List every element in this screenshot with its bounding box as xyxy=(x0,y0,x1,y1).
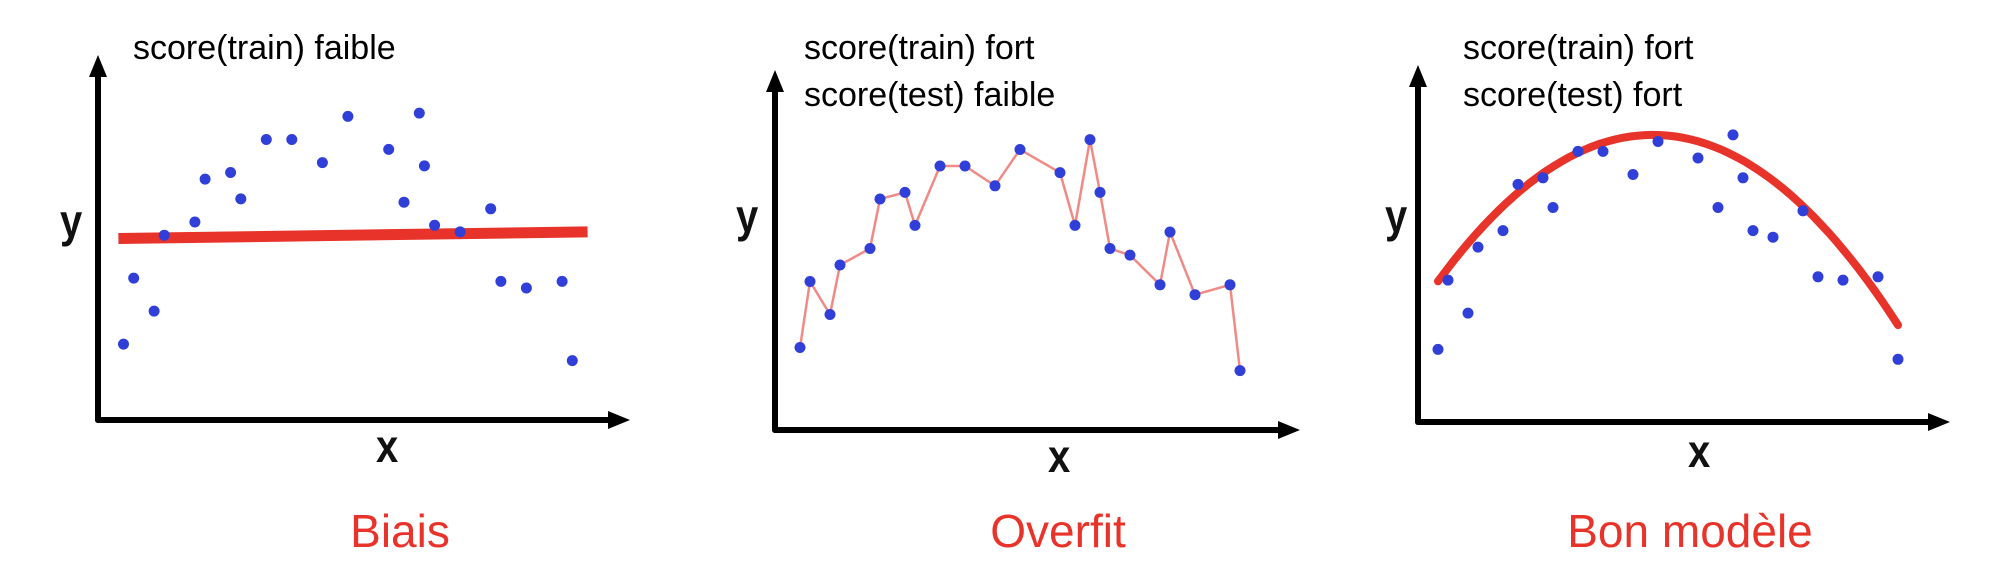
data-point xyxy=(1164,226,1176,238)
panel-overfit: score(train) fort score(test) faible y x… xyxy=(660,0,1320,572)
data-point xyxy=(286,134,298,145)
panel-biais: score(train) faible y x Biais xyxy=(0,0,660,572)
data-point xyxy=(148,305,160,317)
data-point xyxy=(934,160,946,172)
data-point xyxy=(1104,243,1116,254)
data-point xyxy=(1797,205,1809,217)
data-point xyxy=(1014,144,1026,155)
data-point xyxy=(342,110,354,122)
data-point xyxy=(804,276,816,287)
data-point xyxy=(1767,231,1779,243)
data-point xyxy=(1537,172,1549,184)
model-fit-line xyxy=(798,139,1242,371)
data-point xyxy=(520,282,532,294)
x-axis-arrow xyxy=(1278,421,1300,439)
data-point xyxy=(1224,279,1236,291)
data-point xyxy=(1512,178,1524,190)
data-point xyxy=(959,160,971,172)
data-point xyxy=(225,167,237,178)
y-axis-arrow xyxy=(766,70,784,92)
data-point xyxy=(824,309,836,320)
y-axis-arrow xyxy=(1409,65,1427,87)
data-point xyxy=(495,275,507,287)
data-point xyxy=(1837,274,1849,286)
plot-biais xyxy=(89,55,630,429)
data-point xyxy=(316,157,328,169)
data-point xyxy=(1712,202,1724,213)
data-point xyxy=(1054,167,1066,179)
data-point xyxy=(874,193,886,205)
y-axis-arrow xyxy=(89,55,107,77)
data-point xyxy=(158,229,170,241)
plot-bon-modele xyxy=(1409,65,1950,431)
data-point xyxy=(398,196,410,208)
data-point xyxy=(235,193,247,205)
data-point xyxy=(1084,134,1096,146)
data-point xyxy=(566,355,578,367)
data-point xyxy=(1627,169,1639,180)
data-point xyxy=(1572,145,1584,157)
score-line-2: score(test) fort xyxy=(1463,76,1683,114)
y-axis-label: y xyxy=(736,191,759,243)
y-axis-label: y xyxy=(60,196,83,248)
verdict-overfit: Overfit xyxy=(990,505,1126,557)
data-point xyxy=(556,275,568,287)
data-point xyxy=(1497,225,1509,237)
data-point xyxy=(1234,365,1246,377)
data-point xyxy=(1094,186,1106,198)
data-point xyxy=(1124,249,1136,261)
data-point xyxy=(383,143,395,155)
data-point xyxy=(118,338,129,350)
data-point xyxy=(989,180,1001,192)
data-point xyxy=(1547,202,1559,213)
data-point xyxy=(199,173,211,185)
data-point xyxy=(1737,172,1749,184)
panel-bon-modele: score(train) fort score(test) fort y x B… xyxy=(1320,0,2000,572)
data-point xyxy=(1727,129,1739,141)
data-point xyxy=(1597,145,1609,157)
score-line-1: score(train) faible xyxy=(133,29,396,67)
data-point xyxy=(485,203,497,215)
data-point xyxy=(794,342,806,353)
verdict-biais: Biais xyxy=(350,505,450,557)
x-axis-arrow xyxy=(1928,413,1950,431)
x-axis-arrow xyxy=(608,411,630,429)
data-point xyxy=(1154,279,1166,291)
y-axis-label: y xyxy=(1385,191,1408,243)
data-point xyxy=(128,272,140,284)
data-point xyxy=(1692,152,1704,164)
data-point xyxy=(413,107,425,119)
data-point xyxy=(189,216,201,228)
score-line-1: score(train) fort xyxy=(804,29,1035,67)
data-point xyxy=(1442,274,1454,286)
data-point xyxy=(429,219,441,231)
data-point xyxy=(1812,271,1824,283)
model-fit-line xyxy=(118,226,588,244)
data-point xyxy=(1652,136,1664,147)
data-point xyxy=(454,226,466,238)
plot-overfit xyxy=(766,70,1300,439)
data-point xyxy=(899,186,911,198)
data-point xyxy=(418,160,430,172)
x-axis-label: x xyxy=(1688,426,1711,478)
data-point xyxy=(1472,241,1484,253)
score-line-2: score(test) faible xyxy=(804,76,1056,114)
data-point xyxy=(1189,289,1201,301)
data-point xyxy=(834,259,846,271)
data-point xyxy=(1892,353,1904,365)
data-point xyxy=(1747,225,1759,237)
data-point xyxy=(1069,219,1081,231)
data-point xyxy=(260,134,272,145)
x-axis-label: x xyxy=(376,421,399,473)
data-point xyxy=(909,219,921,231)
verdict-bon-modele: Bon modèle xyxy=(1567,505,1813,557)
model-fit-line xyxy=(1434,130,1902,330)
data-point xyxy=(1432,343,1444,355)
data-point xyxy=(1462,307,1474,319)
score-line-1: score(train) fort xyxy=(1463,29,1694,67)
data-point xyxy=(864,243,876,254)
data-point xyxy=(1872,271,1884,283)
x-axis-label: x xyxy=(1048,431,1071,483)
